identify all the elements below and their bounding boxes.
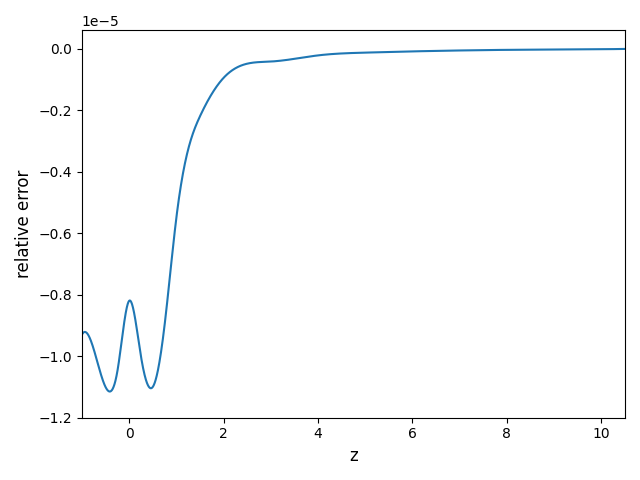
X-axis label: z: z	[349, 447, 358, 465]
Y-axis label: relative error: relative error	[15, 170, 33, 278]
